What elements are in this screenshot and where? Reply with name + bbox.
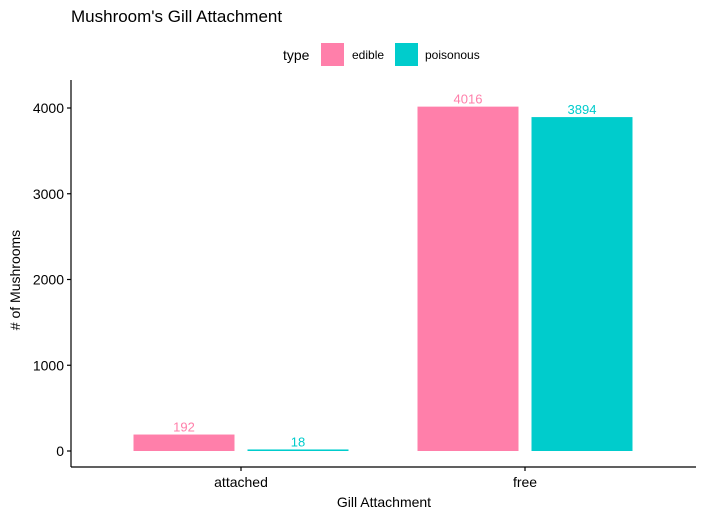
y-tick-label-1000: 1000: [33, 357, 64, 373]
data-label-free-poisonous: 3894: [568, 102, 597, 117]
legend: type edible poisonous: [283, 43, 480, 66]
legend-label-edible: edible: [352, 48, 384, 62]
y-tick-label-2000: 2000: [33, 272, 64, 288]
y-axis-label: # of Mushrooms: [7, 230, 23, 330]
data-label-free-edible: 4016: [454, 92, 483, 107]
data-label-attached-edible: 192: [173, 420, 195, 435]
legend-title: type: [283, 47, 310, 63]
y-tick-label-4000: 4000: [33, 100, 64, 116]
chart-title: Mushroom's Gill Attachment: [71, 7, 282, 26]
x-tick-label-free: free: [513, 474, 537, 490]
bar-attached-edible: [133, 434, 235, 451]
bar-free-edible: [417, 106, 519, 452]
x-tick-label-attached: attached: [214, 474, 268, 490]
y-tick-label-0: 0: [56, 443, 64, 459]
bar-free-poisonous: [531, 117, 633, 451]
y-tick-label-3000: 3000: [33, 186, 64, 202]
x-axis-label: Gill Attachment: [337, 494, 431, 510]
bar-attached-poisonous: [247, 449, 349, 451]
legend-label-poisonous: poisonous: [425, 48, 480, 62]
data-label-attached-poisonous: 18: [291, 434, 305, 449]
plot-area: 192 18 4016 3894 0 1000 2000 3000 4000 attached fr…: [33, 80, 696, 490]
legend-swatch-poisonous: [395, 43, 418, 66]
legend-swatch-edible: [321, 43, 344, 66]
